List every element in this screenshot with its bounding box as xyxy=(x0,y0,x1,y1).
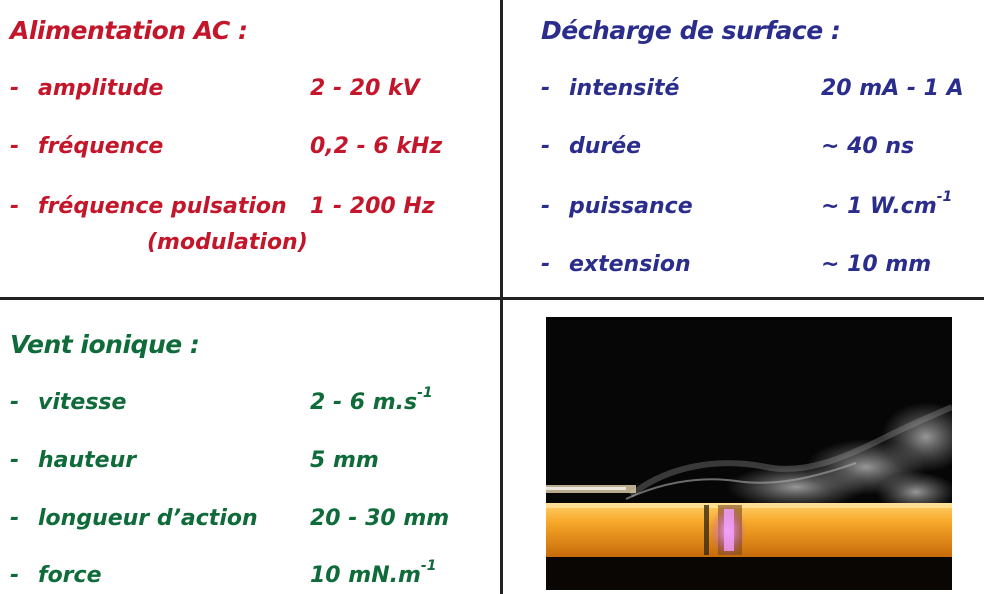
bullet-dash: - xyxy=(541,76,551,101)
horizontal-divider xyxy=(0,297,984,300)
plasma-discharge-photo xyxy=(546,317,952,590)
bullet-dash: - xyxy=(10,76,20,101)
row-label: amplitude xyxy=(38,76,164,101)
row-value: 10 mN.m-1 xyxy=(310,558,437,588)
alimentation-modulation: (modulation) xyxy=(147,230,308,255)
bullet-dash: - xyxy=(10,506,20,531)
bullet-dash: - xyxy=(10,390,20,415)
row-value: 20 mA - 1 A xyxy=(821,76,964,101)
row-value: 20 - 30 mm xyxy=(310,506,450,531)
row-label: fréquence pulsation xyxy=(38,194,287,219)
row-label: durée xyxy=(569,134,642,159)
row-label: hauteur xyxy=(38,448,137,473)
plasma-photo-graphic xyxy=(546,317,952,590)
row-value: 1 - 200 Hz xyxy=(310,194,435,219)
row-label: longueur d’action xyxy=(38,506,258,531)
row-label: vitesse xyxy=(38,390,127,415)
row-label: intensité xyxy=(569,76,680,101)
bullet-dash: - xyxy=(541,194,551,219)
bullet-dash: - xyxy=(541,134,551,159)
alimentation-title: Alimentation AC : xyxy=(10,16,248,45)
row-value: 5 mm xyxy=(310,448,379,473)
bullet-dash: - xyxy=(541,252,551,277)
bullet-dash: - xyxy=(10,134,20,159)
row-value: 0,2 - 6 kHz xyxy=(310,134,443,159)
vent-title: Vent ionique : xyxy=(10,330,200,359)
row-label: fréquence xyxy=(38,134,164,159)
row-value: ~ 1 W.cm-1 xyxy=(821,189,953,219)
row-label: force xyxy=(38,563,102,588)
bullet-dash: - xyxy=(10,563,20,588)
bullet-dash: - xyxy=(10,448,20,473)
bullet-dash: - xyxy=(10,194,20,219)
row-label: puissance xyxy=(569,194,693,219)
row-value: ~ 40 ns xyxy=(821,134,915,159)
row-label: extension xyxy=(569,252,691,277)
decharge-title: Décharge de surface : xyxy=(541,16,841,45)
row-value: ~ 10 mm xyxy=(821,252,932,277)
row-value: 2 - 6 m.s-1 xyxy=(310,385,433,415)
row-value: 2 - 20 kV xyxy=(310,76,420,101)
